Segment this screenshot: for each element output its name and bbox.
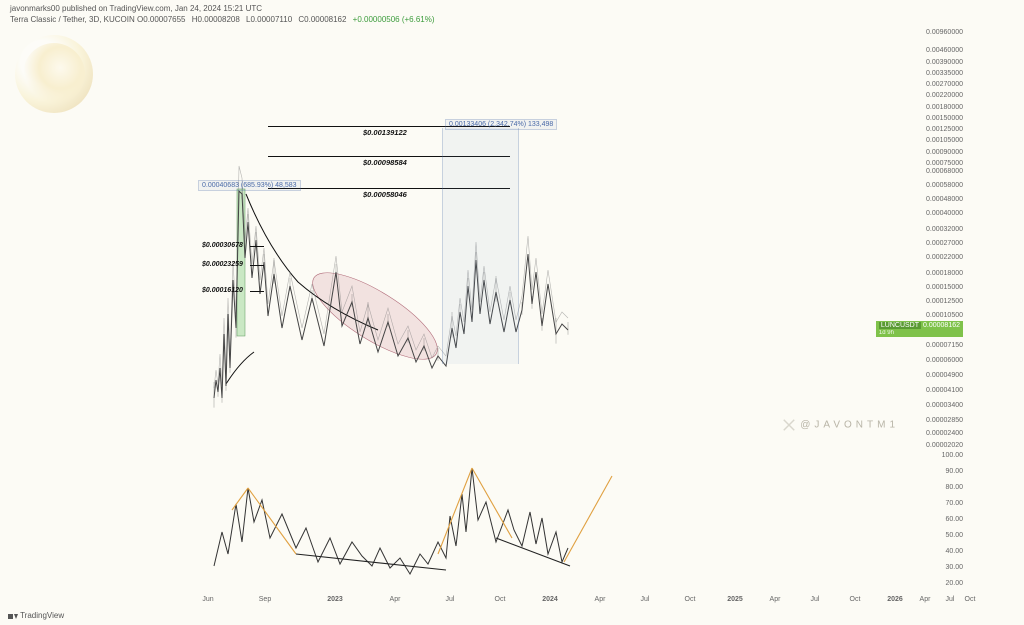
xaxis-tick: Apr [595, 596, 606, 603]
xaxis-tick: 2026 [887, 596, 903, 603]
xaxis-tick: 2023 [327, 596, 343, 603]
yaxis-tick: 0.00180000 [926, 104, 963, 111]
xaxis-tick: Apr [770, 596, 781, 603]
ohlc-h: H0.00008208 [192, 15, 240, 24]
rsi-chart-svg [0, 446, 965, 594]
tv-text: TradingView [20, 611, 64, 620]
yaxis-tick: 0.00090000 [926, 149, 963, 156]
yaxis-tick: 0.00048000 [926, 196, 963, 203]
ohlc-l: L0.00007110 [246, 15, 292, 24]
xaxis-tick: 2024 [542, 596, 558, 603]
yaxis-tick: 30.00 [945, 564, 963, 571]
xaxis-tick: Oct [850, 596, 861, 603]
xaxis-tick: Jul [811, 596, 820, 603]
yaxis-tick: 0.00018000 [926, 270, 963, 277]
yaxis-tick: 0.00010500 [926, 312, 963, 319]
yaxis-tick: 0.00007150 [926, 342, 963, 349]
measure-top: 0.00133406 (2,342.74%) 133,498 [445, 119, 557, 130]
fib-label: $0.00058046 [361, 190, 409, 199]
yaxis-tick: 0.00125000 [926, 126, 963, 133]
x-icon [782, 418, 796, 432]
yaxis-tick: 0.00068000 [926, 168, 963, 175]
symbol-line: Terra Classic / Tether, 3D, KUCOIN [10, 15, 135, 24]
measure-left: 0.00040683 (685.93%) 48,583 [198, 180, 301, 191]
ohlc-c: C0.00008162 [298, 15, 346, 24]
ohlc-chg: +0.00000506 (+6.61%) [353, 15, 435, 24]
publish-info: javonmarks00 published on TradingView.co… [10, 4, 262, 13]
price-panel[interactable]: 0.00960000 0.00460000 0.00390000 0.00335000… [0, 26, 965, 446]
xaxis-tick: Oct [495, 596, 506, 603]
yaxis-tick: 90.00 [945, 468, 963, 475]
watermark-text: @JAVONTM1 [800, 420, 899, 431]
yaxis-tick: 20.00 [945, 580, 963, 587]
mini-fib-label: $0.00023259 [202, 261, 243, 268]
xaxis-tick: Jul [641, 596, 650, 603]
yaxis-tick: 0.00960000 [926, 29, 963, 36]
mini-fib-tick [250, 265, 264, 266]
yaxis-tick: 60.00 [945, 516, 963, 523]
time-axis: Jun Sep 2023 Apr Jul Oct 2024 Apr Jul Oct 2025 Apr J… [0, 596, 1010, 610]
yaxis-tick: 40.00 [945, 548, 963, 555]
yaxis-tick: 0.00004900 [926, 372, 963, 379]
yaxis-tick: 100.00 [942, 452, 963, 459]
mini-fib-label: $0.00030678 [202, 242, 243, 249]
yaxis-tick: 0.00006000 [926, 357, 963, 364]
xaxis-tick: Jun [202, 596, 213, 603]
yaxis-tick: 0.00003400 [926, 402, 963, 409]
xaxis-tick: Oct [685, 596, 696, 603]
yaxis-tick: 0.00335000 [926, 70, 963, 77]
tv-icon [8, 611, 18, 621]
yaxis-tick: 0.00075000 [926, 160, 963, 167]
xaxis-tick: Apr [920, 596, 931, 603]
yaxis-tick: 0.00270000 [926, 81, 963, 88]
yaxis-tick: 0.00040000 [926, 210, 963, 217]
yaxis-tick: 70.00 [945, 500, 963, 507]
yaxis-tick: 0.00390000 [926, 59, 963, 66]
mini-fib-tick [250, 246, 264, 247]
badge-countdown: 1d 9h [879, 330, 960, 337]
yaxis-tick: 0.00004100 [926, 387, 963, 394]
fib-label: $0.00139122 [361, 128, 409, 137]
fib-label: $0.00098584 [361, 158, 409, 167]
yaxis-tick: 50.00 [945, 532, 963, 539]
yaxis-tick: 80.00 [945, 484, 963, 491]
yaxis-tick: 0.00058000 [926, 182, 963, 189]
yaxis-tick: 0.00220000 [926, 92, 963, 99]
yaxis-tick: 0.00002400 [926, 430, 963, 437]
yaxis-tick: 0.00002850 [926, 417, 963, 424]
yaxis-tick: 0.00022000 [926, 254, 963, 261]
xaxis-tick: Jul [946, 596, 955, 603]
xaxis-tick: 2025 [727, 596, 743, 603]
chart-page: javonmarks00 published on TradingView.co… [0, 0, 1024, 625]
ohlc-block: O0.00007655 H0.00008208 L0.00007110 C0.0… [137, 15, 439, 24]
mini-fib-tick [250, 291, 264, 292]
last-price-badge: LUNCUSDT0.00008162 1d 9h [876, 321, 963, 337]
symbol-ohlc: Terra Classic / Tether, 3D, KUCOIN O0.00… [10, 15, 439, 24]
mini-fib-label: $0.00016120 [202, 287, 243, 294]
rsi-panel[interactable]: 100.00 90.00 80.00 70.00 60.00 50.00 40.00 30.0… [0, 446, 965, 594]
author-watermark: @JAVONTM1 [782, 418, 899, 432]
xaxis-tick: Jul [446, 596, 455, 603]
yaxis-tick: 0.00027000 [926, 240, 963, 247]
projection-zone [442, 128, 519, 364]
yaxis-tick: 0.00150000 [926, 115, 963, 122]
badge-symbol: LUNCUSDT [879, 322, 921, 329]
xaxis-tick: Sep [259, 596, 271, 603]
yaxis-tick: 0.00105000 [926, 137, 963, 144]
xaxis-tick: Apr [390, 596, 401, 603]
yaxis-tick: 0.00032000 [926, 226, 963, 233]
badge-price: 0.00008162 [923, 322, 960, 329]
tradingview-logo: TradingView [8, 611, 64, 621]
yaxis-tick: 0.00012500 [926, 298, 963, 305]
yaxis-tick: 0.00015000 [926, 284, 963, 291]
xaxis-tick: Oct [965, 596, 976, 603]
yaxis-tick: 0.00460000 [926, 47, 963, 54]
ohlc-o: O0.00007655 [137, 15, 186, 24]
